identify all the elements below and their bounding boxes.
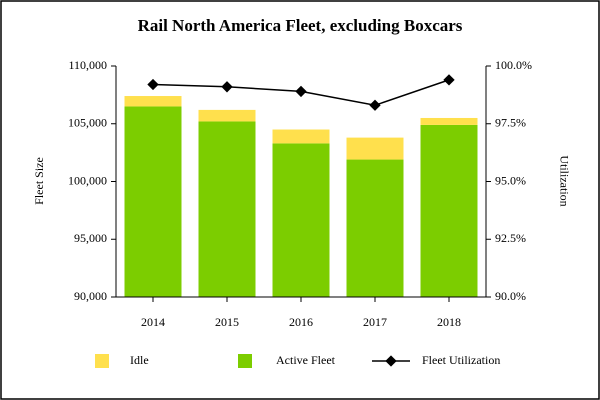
legend-marker — [385, 355, 397, 367]
y-axis-label: Fleet Size — [32, 157, 46, 205]
y-tick-label: 95,000 — [74, 231, 107, 245]
bar-segment — [124, 96, 182, 107]
x-tick-label: 2015 — [215, 315, 239, 329]
bar-segment — [346, 159, 404, 297]
y-tick-label: 90,000 — [74, 289, 107, 303]
bar-segment — [272, 129, 330, 144]
bar-segment — [346, 137, 404, 160]
legend-swatch — [95, 354, 109, 368]
x-tick-label: 2017 — [363, 315, 387, 329]
legend-label: Fleet Utilization — [422, 353, 500, 367]
legend-swatch — [238, 354, 252, 368]
bar-segment — [198, 109, 256, 122]
x-tick-label: 2018 — [437, 315, 461, 329]
y-tick-label: 110,000 — [68, 58, 107, 72]
x-tick-label: 2014 — [141, 315, 165, 329]
bar-segment — [272, 143, 330, 297]
bar-segment — [124, 106, 182, 297]
y2-axis-label: Utilization — [557, 155, 571, 206]
legend-label: Idle — [130, 353, 149, 367]
y-tick-label: 105,000 — [68, 116, 107, 130]
y-tick-label: 100,000 — [68, 173, 107, 187]
y2-tick-label: 100.0% — [495, 58, 532, 72]
bar-segment — [420, 124, 478, 297]
y2-tick-label: 90.0% — [495, 289, 526, 303]
y2-tick-label: 97.5% — [495, 116, 526, 130]
chart-title: Rail North America Fleet, excluding Boxc… — [138, 16, 463, 35]
y2-tick-label: 95.0% — [495, 173, 526, 187]
legend-label: Active Fleet — [276, 353, 336, 367]
y2-tick-label: 92.5% — [495, 231, 526, 245]
bar-segment — [198, 121, 256, 297]
x-tick-label: 2016 — [289, 315, 313, 329]
bar-segment — [420, 117, 478, 125]
